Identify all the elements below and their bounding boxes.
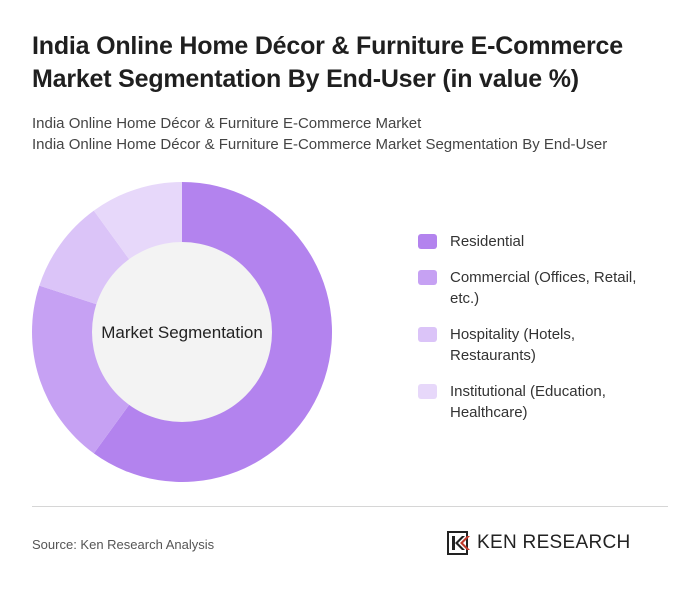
chart-legend: Residential Commercial (Offices, Retail,… bbox=[418, 231, 678, 438]
footer-divider bbox=[32, 506, 668, 507]
ken-research-logo: KEN RESEARCH bbox=[447, 530, 631, 556]
legend-swatch-residential bbox=[418, 234, 437, 249]
legend-swatch-commercial bbox=[418, 270, 437, 285]
legend-item-residential: Residential bbox=[418, 231, 678, 252]
legend-item-hospitality: Hospitality (Hotels, Restaurants) bbox=[418, 324, 678, 366]
subtitle-line-1: India Online Home Décor & Furniture E-Co… bbox=[32, 115, 422, 132]
source-note: Source: Ken Research Analysis bbox=[32, 537, 215, 552]
legend-label-residential: Residential bbox=[450, 233, 525, 250]
legend-label-commercial-2: etc.) bbox=[450, 290, 480, 307]
legend-swatch-institutional bbox=[418, 384, 437, 399]
legend-label-institutional-2: Healthcare) bbox=[450, 404, 528, 421]
legend-item-institutional: Institutional (Education, Healthcare) bbox=[418, 381, 678, 423]
chart-title: India Online Home Décor & Furniture E-Co… bbox=[32, 32, 623, 93]
legend-label-institutional: Institutional (Education, bbox=[450, 383, 606, 400]
subtitle-line-2: India Online Home Décor & Furniture E-Co… bbox=[32, 136, 608, 153]
chart-subtitle: India Online Home Décor & Furniture E-Co… bbox=[32, 113, 682, 155]
ken-research-logo-icon bbox=[447, 531, 470, 555]
ken-research-logo-text: KEN RESEARCH bbox=[477, 532, 631, 553]
donut-center bbox=[92, 242, 272, 422]
legend-label-hospitality-2: Restaurants) bbox=[450, 347, 536, 364]
donut-center-label: Market Segmentation bbox=[101, 323, 263, 342]
legend-label-hospitality: Hospitality (Hotels, bbox=[450, 326, 576, 343]
legend-item-commercial: Commercial (Offices, Retail, etc.) bbox=[418, 267, 678, 309]
donut-chart: Market Segmentation bbox=[31, 182, 333, 482]
legend-label-commercial: Commercial (Offices, Retail, bbox=[450, 269, 637, 286]
legend-swatch-hospitality bbox=[418, 327, 437, 342]
